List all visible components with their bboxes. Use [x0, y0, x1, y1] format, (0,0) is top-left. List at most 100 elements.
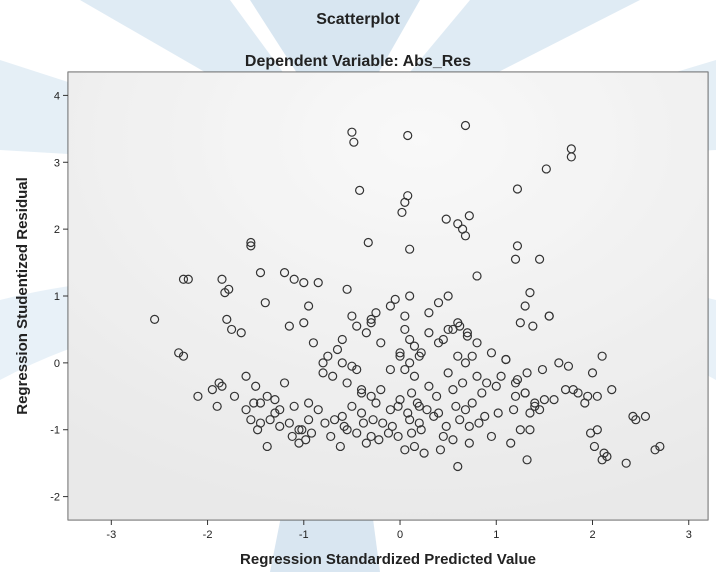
data-point: [525, 288, 535, 298]
data-point: [501, 354, 511, 365]
data-point: [284, 418, 294, 428]
data-point: [337, 411, 347, 421]
data-point: [313, 405, 323, 415]
data-point: [462, 331, 472, 341]
data-point: [607, 385, 617, 395]
data-point: [246, 241, 256, 251]
data-point: [522, 368, 532, 378]
data-point: [304, 398, 314, 408]
x-tick-label: -2: [203, 529, 213, 541]
data-point: [193, 391, 203, 401]
data-point: [510, 391, 521, 401]
data-point: [368, 415, 378, 425]
data-point: [472, 371, 482, 381]
data-point: [318, 368, 328, 378]
data-point: [304, 301, 314, 311]
data-point: [508, 405, 519, 415]
data-point: [464, 438, 474, 448]
data-point: [320, 418, 330, 428]
data-point: [512, 184, 523, 194]
data-point: [525, 425, 535, 435]
data-point: [352, 364, 362, 375]
data-point: [361, 328, 371, 338]
y-tick-label: 0: [54, 358, 60, 370]
data-point: [374, 435, 384, 445]
y-tick-label: -2: [50, 492, 60, 504]
data-point: [472, 338, 482, 348]
data-point: [530, 398, 540, 408]
data-point: [366, 314, 376, 325]
data-point: [640, 411, 651, 421]
data-point: [539, 395, 549, 405]
data-point: [592, 391, 602, 401]
x-tick-label: -3: [106, 529, 116, 541]
data-point: [275, 421, 285, 431]
data-point: [270, 395, 280, 405]
y-tick-label: 1: [54, 291, 60, 303]
data-point: [347, 311, 357, 321]
data-point: [326, 431, 336, 442]
data-point: [477, 388, 487, 398]
data-point: [227, 324, 237, 335]
x-axis-label: Regression Standardized Predicted Value: [240, 551, 536, 568]
data-point: [467, 351, 477, 361]
data-point: [422, 405, 432, 415]
data-point: [349, 137, 359, 147]
data-point: [443, 368, 453, 378]
plot-area: [67, 71, 709, 521]
data-point: [241, 371, 251, 381]
data-point: [515, 425, 525, 435]
data-point: [472, 271, 482, 281]
data-point: [393, 401, 403, 411]
data-point: [621, 458, 631, 468]
data-point: [534, 254, 545, 264]
data-point: [433, 338, 444, 348]
data-point: [308, 338, 319, 348]
data-point: [560, 385, 571, 395]
data-point: [597, 351, 607, 361]
chart-subtitle: Dependent Variable: Abs_Res: [245, 53, 471, 70]
data-point: [289, 401, 299, 411]
data-point: [222, 314, 232, 325]
data-point: [395, 395, 405, 405]
data-point: [342, 425, 352, 435]
data-point: [318, 358, 328, 368]
data-point: [395, 351, 405, 361]
data-point: [409, 341, 420, 351]
data-point: [448, 385, 458, 395]
data-point: [405, 334, 415, 345]
data-point: [279, 378, 290, 388]
data-point: [429, 411, 439, 421]
data-point: [416, 348, 426, 358]
data-point: [275, 405, 285, 415]
data-point: [433, 408, 444, 418]
data-point: [260, 298, 270, 308]
data-point: [409, 441, 420, 452]
data-point: [178, 351, 189, 361]
y-tick-label: -1: [50, 425, 60, 437]
data-point: [441, 214, 451, 224]
data-point: [460, 358, 471, 368]
plot-area-overlay: [68, 72, 708, 520]
data-point: [512, 374, 523, 385]
data-point: [464, 211, 474, 221]
data-point: [460, 405, 471, 415]
data-point: [510, 254, 521, 264]
data-point: [383, 428, 394, 438]
data-point: [405, 244, 415, 254]
data-point: [544, 311, 554, 321]
data-point: [525, 408, 535, 418]
data-point: [347, 361, 357, 371]
data-point: [520, 301, 530, 311]
y-tick-label: 4: [54, 90, 60, 102]
chart-title: Scatterplot: [316, 11, 400, 28]
data-point: [289, 274, 299, 284]
data-point: [443, 324, 453, 335]
data-point: [287, 431, 297, 442]
data-point: [480, 411, 490, 421]
data-point: [299, 278, 309, 288]
data-point: [457, 224, 468, 234]
data-point: [464, 421, 474, 431]
data-point: [352, 321, 362, 331]
